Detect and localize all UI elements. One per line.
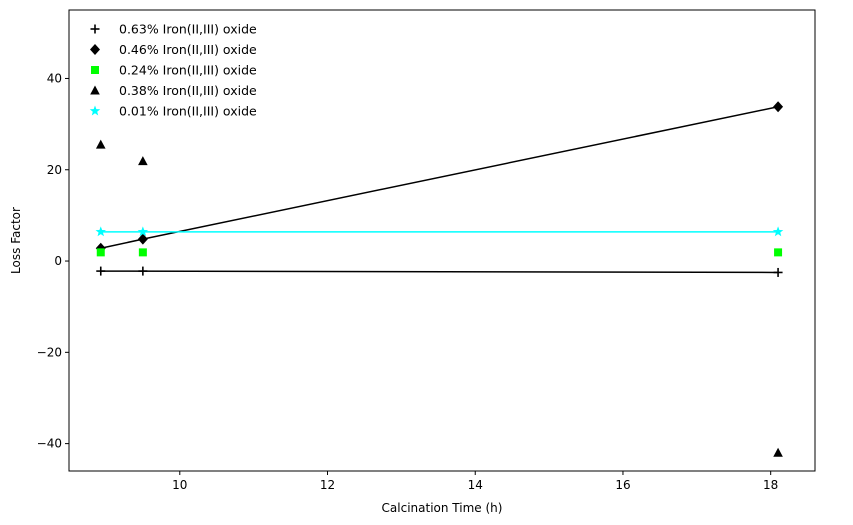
legend-label: 0.38% Iron(II,III) oxide	[119, 83, 257, 98]
plot-frame	[68, 9, 816, 472]
data-point-series-5	[137, 226, 149, 237]
legend-label: 0.63% Iron(II,III) oxide	[119, 22, 257, 37]
legend-label: 0.46% Iron(II,III) oxide	[119, 42, 257, 57]
data-markers	[95, 101, 784, 457]
legend-marker	[91, 66, 99, 74]
x-tick-label: 16	[615, 478, 630, 492]
data-point-series-3	[774, 248, 783, 257]
x-tick-label: 18	[763, 478, 778, 492]
legend-marker	[90, 44, 100, 55]
y-axis-ticks: −40 −20 0 20 40	[37, 71, 69, 451]
data-point-series-4	[138, 156, 148, 166]
data-point-series-1	[138, 266, 148, 276]
x-tick-label: 10	[172, 478, 187, 492]
y-tick-label: 40	[47, 71, 62, 85]
legend-marker	[90, 24, 100, 34]
x-tick-label: 14	[468, 478, 483, 492]
x-tick-label: 12	[320, 478, 335, 492]
legend-item: 0.24% Iron(II,III) oxide	[91, 63, 257, 78]
y-tick-label: 0	[54, 254, 62, 268]
data-point-series-3	[138, 248, 147, 257]
x-axis-label: Calcination Time (h)	[382, 501, 503, 515]
data-point-series-1	[96, 266, 106, 276]
data-point-series-5	[95, 226, 106, 237]
legend: 0.63% Iron(II,III) oxide 0.46% Iron(II,II…	[89, 22, 257, 119]
y-axis-label: Loss Factor	[9, 207, 23, 274]
data-point-series-4	[95, 139, 106, 149]
legend-item: 0.01% Iron(II,III) oxide	[89, 104, 257, 119]
x-axis-ticks: 10 12 14 16 18	[172, 471, 778, 492]
y-tick-label: −20	[37, 345, 62, 359]
data-point-series-2	[773, 101, 784, 113]
legend-item: 0.46% Iron(II,III) oxide	[90, 42, 257, 57]
data-point-series-1	[773, 267, 783, 277]
data-point-series-5	[772, 226, 784, 237]
legend-marker	[89, 105, 101, 116]
y-tick-label: −40	[37, 437, 62, 451]
legend-label: 0.24% Iron(II,III) oxide	[119, 63, 257, 78]
legend-item: 0.63% Iron(II,III) oxide	[90, 22, 257, 37]
legend-label: 0.01% Iron(II,III) oxide	[119, 104, 257, 119]
legend-marker	[90, 85, 100, 95]
fit-line-series-1	[100, 270, 779, 274]
data-point-series-4	[773, 447, 783, 457]
data-point-series-3	[96, 248, 105, 257]
y-tick-label: 20	[47, 163, 62, 177]
legend-item: 0.38% Iron(II,III) oxide	[90, 83, 257, 98]
data-point-series-2	[137, 233, 148, 245]
